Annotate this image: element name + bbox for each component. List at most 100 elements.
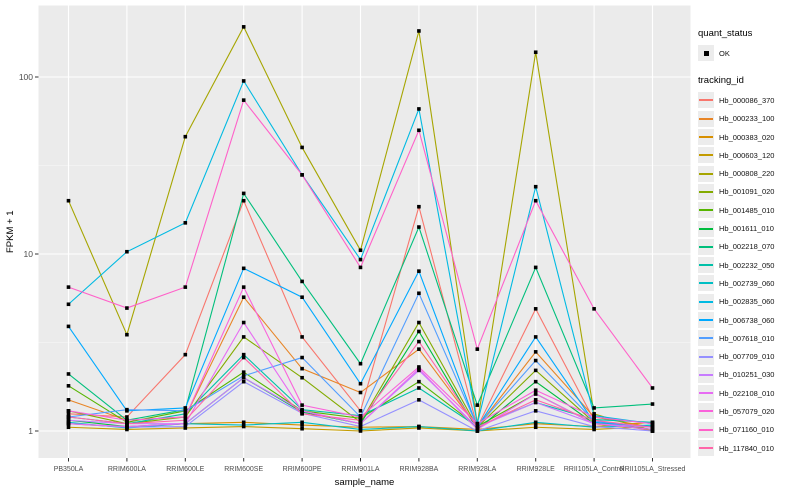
data-point[interactable] — [66, 372, 71, 376]
legend-item-Hb_000808_220[interactable]: Hb_000808_220 — [698, 164, 798, 182]
data-point[interactable] — [358, 409, 363, 413]
data-point[interactable] — [241, 355, 246, 360]
data-point[interactable] — [183, 412, 188, 416]
data-point[interactable] — [241, 375, 246, 380]
data-point[interactable] — [650, 427, 655, 432]
data-point[interactable] — [650, 402, 655, 406]
data-point[interactable] — [533, 307, 538, 311]
data-point[interactable] — [533, 409, 538, 413]
legend-item-Hb_002232_050[interactable]: Hb_002232_050 — [698, 256, 798, 274]
data-point[interactable] — [592, 424, 596, 429]
legend-item-Hb_057079_020[interactable]: Hb_057079_020 — [698, 402, 798, 420]
data-point[interactable] — [183, 409, 188, 413]
data-point[interactable] — [533, 335, 538, 339]
legend-item-Hb_006738_060[interactable]: Hb_006738_060 — [698, 311, 798, 329]
legend-item-Hb_010251_030[interactable]: Hb_010251_030 — [698, 366, 798, 384]
data-point[interactable] — [533, 350, 538, 354]
data-point[interactable] — [66, 398, 71, 402]
data-point[interactable] — [475, 347, 480, 351]
data-point[interactable] — [241, 191, 246, 196]
data-point[interactable] — [533, 184, 538, 189]
legend-item-Hb_000383_020[interactable]: Hb_000383_020 — [698, 128, 798, 146]
data-point[interactable] — [533, 398, 538, 402]
data-point[interactable] — [417, 365, 421, 369]
data-point[interactable] — [533, 198, 538, 203]
data-point[interactable] — [66, 421, 71, 426]
legend-item-Hb_001611_010[interactable]: Hb_001611_010 — [698, 219, 798, 237]
data-point[interactable] — [241, 25, 246, 29]
data-point[interactable] — [417, 204, 421, 209]
data-point[interactable] — [533, 358, 538, 363]
data-point[interactable] — [300, 335, 304, 339]
data-point[interactable] — [183, 352, 188, 357]
data-point[interactable] — [592, 307, 596, 311]
data-point[interactable] — [475, 427, 480, 432]
data-point[interactable] — [300, 375, 304, 380]
data-point[interactable] — [300, 426, 304, 431]
data-point[interactable] — [183, 415, 188, 419]
data-point[interactable] — [417, 398, 421, 402]
data-point[interactable] — [358, 257, 363, 262]
data-point[interactable] — [533, 420, 538, 425]
data-point[interactable] — [66, 198, 71, 203]
data-point[interactable] — [241, 79, 246, 83]
data-point[interactable] — [358, 427, 363, 432]
data-point[interactable] — [300, 403, 304, 407]
data-point[interactable] — [417, 128, 421, 133]
data-point[interactable] — [592, 406, 596, 410]
data-point[interactable] — [183, 221, 188, 225]
data-point[interactable] — [125, 415, 129, 419]
data-point[interactable] — [417, 225, 421, 229]
data-point[interactable] — [125, 421, 129, 426]
data-point[interactable] — [125, 418, 129, 423]
data-point[interactable] — [592, 418, 596, 423]
data-point[interactable] — [650, 386, 655, 390]
data-point[interactable] — [66, 418, 71, 423]
data-point[interactable] — [241, 352, 246, 357]
data-point[interactable] — [241, 285, 246, 289]
data-point[interactable] — [66, 324, 71, 329]
data-point[interactable] — [241, 266, 246, 271]
legend-item-Hb_007709_010[interactable]: Hb_007709_010 — [698, 347, 798, 365]
legend-item-Hb_071160_010[interactable]: Hb_071160_010 — [698, 421, 798, 439]
data-point[interactable] — [125, 306, 129, 310]
data-point[interactable] — [300, 355, 304, 360]
data-point[interactable] — [475, 403, 480, 407]
data-point[interactable] — [533, 388, 538, 393]
data-point[interactable] — [66, 425, 71, 430]
data-point[interactable] — [592, 421, 596, 426]
legend-item-Hb_007618_010[interactable]: Hb_007618_010 — [698, 329, 798, 347]
data-point[interactable] — [300, 295, 304, 300]
data-point[interactable] — [358, 421, 363, 426]
data-point[interactable] — [417, 291, 421, 296]
legend-item-Hb_002218_070[interactable]: Hb_002218_070 — [698, 238, 798, 256]
data-point[interactable] — [417, 107, 421, 111]
data-point[interactable] — [592, 412, 596, 416]
legend-item-Hb_000233_100[interactable]: Hb_000233_100 — [698, 110, 798, 128]
data-point[interactable] — [125, 332, 129, 337]
data-point[interactable] — [417, 379, 421, 384]
data-point[interactable] — [183, 418, 188, 423]
data-point[interactable] — [241, 335, 246, 339]
legend-item-Hb_000603_120[interactable]: Hb_000603_120 — [698, 146, 798, 164]
data-point[interactable] — [475, 421, 480, 426]
data-point[interactable] — [300, 423, 304, 427]
legend-item-Hb_002835_060[interactable]: Hb_002835_060 — [698, 293, 798, 311]
data-point[interactable] — [300, 420, 304, 425]
data-point[interactable] — [417, 347, 421, 351]
data-point[interactable] — [241, 374, 246, 378]
data-point[interactable] — [417, 424, 421, 429]
data-point[interactable] — [358, 265, 363, 270]
data-point[interactable] — [125, 424, 129, 429]
data-point[interactable] — [358, 418, 363, 423]
data-point[interactable] — [358, 390, 363, 395]
data-point[interactable] — [241, 320, 246, 325]
data-point[interactable] — [241, 295, 246, 300]
data-point[interactable] — [417, 320, 421, 325]
legend-item-Hb_000086_370[interactable]: Hb_000086_370 — [698, 91, 798, 109]
data-point[interactable] — [533, 265, 538, 270]
data-point[interactable] — [66, 412, 71, 416]
data-point[interactable] — [183, 285, 188, 289]
data-point[interactable] — [241, 198, 246, 203]
legend-item-Hb_001485_010[interactable]: Hb_001485_010 — [698, 201, 798, 219]
